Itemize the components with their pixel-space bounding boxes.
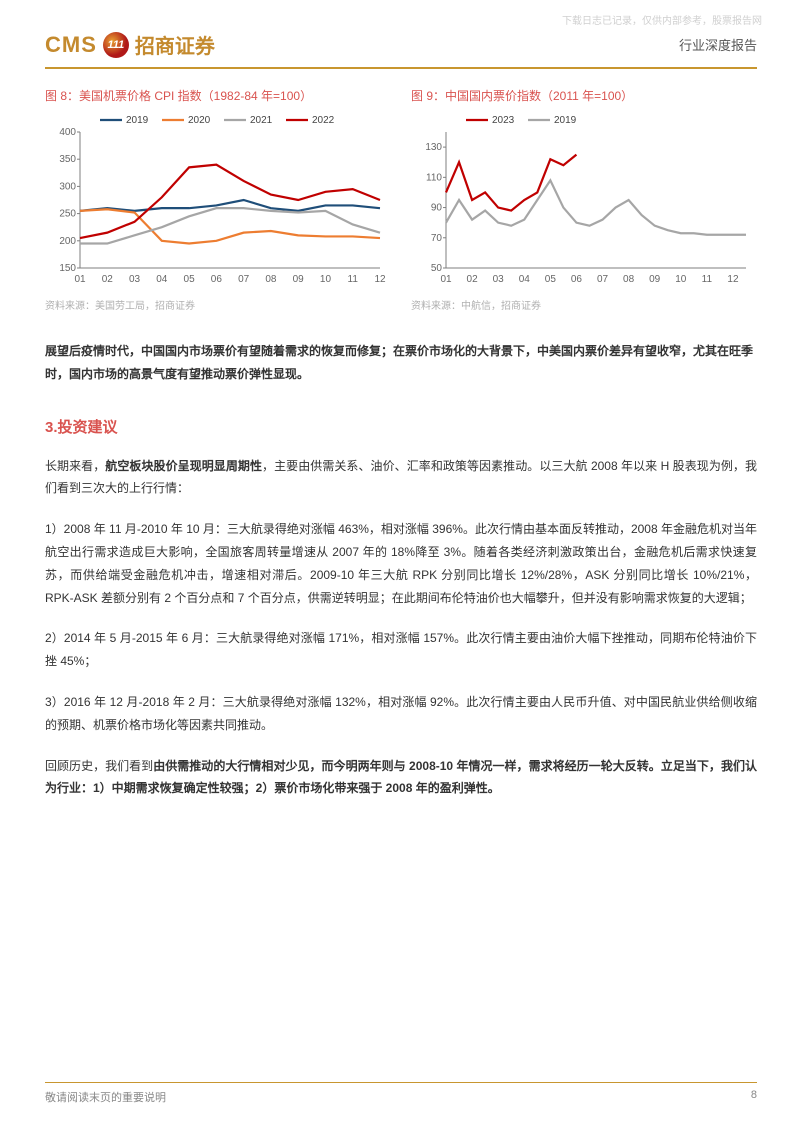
footer-note: 敬请阅读末页的重要说明 [45,1089,166,1105]
svg-text:2022: 2022 [312,115,335,126]
svg-text:07: 07 [597,274,609,285]
svg-text:110: 110 [426,172,442,183]
chart-8-svg: 150 200 250 300 350 400 01 02 03 04 05 06 07 08 09 10 11… [45,110,391,290]
svg-text:06: 06 [571,274,583,285]
chart-8-source: 资料来源：美国劳工局，招商证券 [45,297,391,312]
svg-text:300: 300 [59,181,76,192]
svg-text:09: 09 [649,274,661,285]
footer-divider [45,1082,757,1083]
section-3-title: 3.投资建议 [45,416,757,437]
svg-text:01: 01 [440,274,452,285]
svg-text:04: 04 [519,274,531,285]
svg-text:11: 11 [702,274,713,285]
chart-8: 图 8：美国机票价格 CPI 指数（1982-84 年=100） 150 200 2… [45,87,391,312]
svg-text:2021: 2021 [250,115,273,126]
svg-text:10: 10 [320,274,332,285]
svg-text:90: 90 [431,203,443,214]
doc-type: 行业深度报告 [679,35,757,54]
svg-text:05: 05 [184,274,196,285]
para-1: 长期来看，航空板块股价呈现明显周期性，主要由供需关系、油价、汇率和政策等因素推动… [45,455,757,501]
logo-circle-icon: 111 [103,32,129,58]
svg-text:130: 130 [425,142,442,153]
svg-text:2023: 2023 [492,115,515,126]
svg-text:11: 11 [348,274,359,285]
svg-text:350: 350 [59,154,76,165]
svg-text:07: 07 [238,274,250,285]
chart-8-title: 图 8：美国机票价格 CPI 指数（1982-84 年=100） [45,87,391,104]
logo: CMS 111 招商证券 [45,30,215,59]
svg-text:2019: 2019 [554,115,577,126]
svg-text:01: 01 [74,274,86,285]
page-number: 8 [751,1089,757,1105]
svg-text:70: 70 [431,233,443,244]
svg-text:03: 03 [129,274,141,285]
svg-text:400: 400 [59,127,76,138]
watermark-text: 下载日志已记录，仅供内部参考，股票报告网 [562,12,762,27]
para-2: 1）2008 年 11 月-2010 年 10 月：三大航录得绝对涨幅 463%… [45,518,757,609]
svg-text:50: 50 [431,263,443,274]
content-area: 图 8：美国机票价格 CPI 指数（1982-84 年=100） 150 200 2… [0,69,802,800]
svg-text:12: 12 [727,274,739,285]
logo-cn: 招商证券 [135,30,215,59]
chart-9-source: 资料来源：中航信，招商证券 [411,297,757,312]
svg-text:250: 250 [59,209,76,220]
svg-text:02: 02 [102,274,114,285]
charts-row: 图 8：美国机票价格 CPI 指数（1982-84 年=100） 150 200 2… [45,87,757,312]
svg-text:2020: 2020 [188,115,211,126]
svg-text:150: 150 [59,263,76,274]
svg-text:09: 09 [293,274,305,285]
svg-text:06: 06 [211,274,223,285]
para-5: 回顾历史，我们看到由供需推动的大行情相对少见，而今明两年则与 2008-10 年… [45,755,757,801]
svg-text:2019: 2019 [126,115,149,126]
outlook-paragraph: 展望后疫情时代，中国国内市场票价有望随着需求的恢复而修复；在票价市场化的大背景下… [45,340,757,386]
chart-9-svg: 50 70 90 110 130 01 02 03 04 05 06 07 08 09 10 11 12 2023… [411,110,757,290]
chart-9-title: 图 9：中国国内票价指数（2011 年=100） [411,87,757,104]
svg-text:05: 05 [545,274,557,285]
svg-text:04: 04 [156,274,168,285]
page-footer: 敬请阅读末页的重要说明 8 [45,1082,757,1105]
svg-text:10: 10 [675,274,687,285]
svg-text:03: 03 [493,274,505,285]
svg-text:08: 08 [623,274,635,285]
chart-9: 图 9：中国国内票价指数（2011 年=100） 50 70 90 110 130 01 0… [411,87,757,312]
para-3: 2）2014 年 5 月-2015 年 6 月：三大航录得绝对涨幅 171%，相… [45,627,757,673]
para-4: 3）2016 年 12 月-2018 年 2 月：三大航录得绝对涨幅 132%，… [45,691,757,737]
svg-text:02: 02 [467,274,479,285]
outlook-bold: 展望后疫情时代，中国国内市场票价有望随着需求的恢复而修复；在票价市场化的大背景下… [45,344,753,381]
svg-text:12: 12 [374,274,386,285]
svg-text:200: 200 [59,236,76,247]
page-header: CMS 111 招商证券 行业深度报告 [0,0,802,67]
logo-cms: CMS [45,32,97,58]
svg-text:08: 08 [265,274,277,285]
